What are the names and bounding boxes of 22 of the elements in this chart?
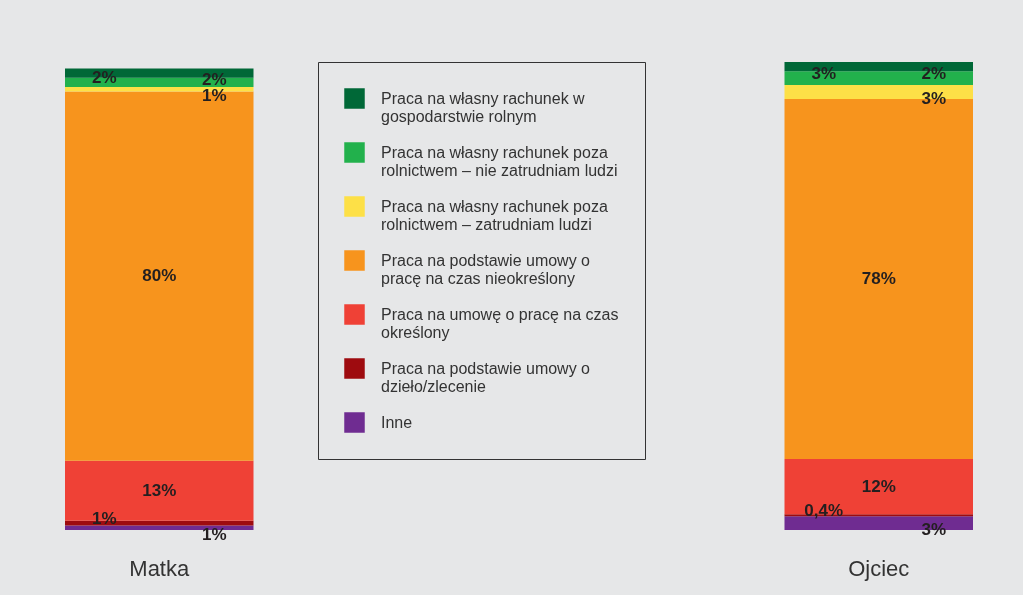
data-label: 13% [142,480,177,500]
data-label: 1% [91,509,117,529]
data-label: 0,4% [804,501,844,521]
data-label: 3% [811,64,837,84]
bar [65,91,254,461]
legend-label: Praca na umowę o pracę na czas określony [381,305,619,341]
x-tick-label: Ojciec [848,555,910,581]
legend-label: Inne [381,413,413,431]
bar [65,525,254,530]
data-label: 3% [921,89,947,108]
data-label: 12% [861,476,896,496]
legend-label: Praca na własny rachunek w gospodarstwie rolnym [381,89,586,125]
data-label: 78% [861,268,896,288]
data-label: 2% [921,63,947,83]
data-label: 1% [201,524,227,544]
legend-label: Praca na własny rachunek poza rolnictwem – nie zatrudniam ludzi [381,143,618,179]
legend-label: Praca na własny rachunek poza rolnictwem – zatrudniam ludzi [381,197,608,233]
x-tick-label: Matka [129,555,190,581]
data-label: 2% [91,68,117,88]
legend-label: Praca na podstawie umowy o pracę na czas nieokreślony [381,251,591,287]
legend-label: Praca na podstawie umowy o dzieło/zlecenie [381,359,591,395]
data-label: 80% [142,266,177,286]
